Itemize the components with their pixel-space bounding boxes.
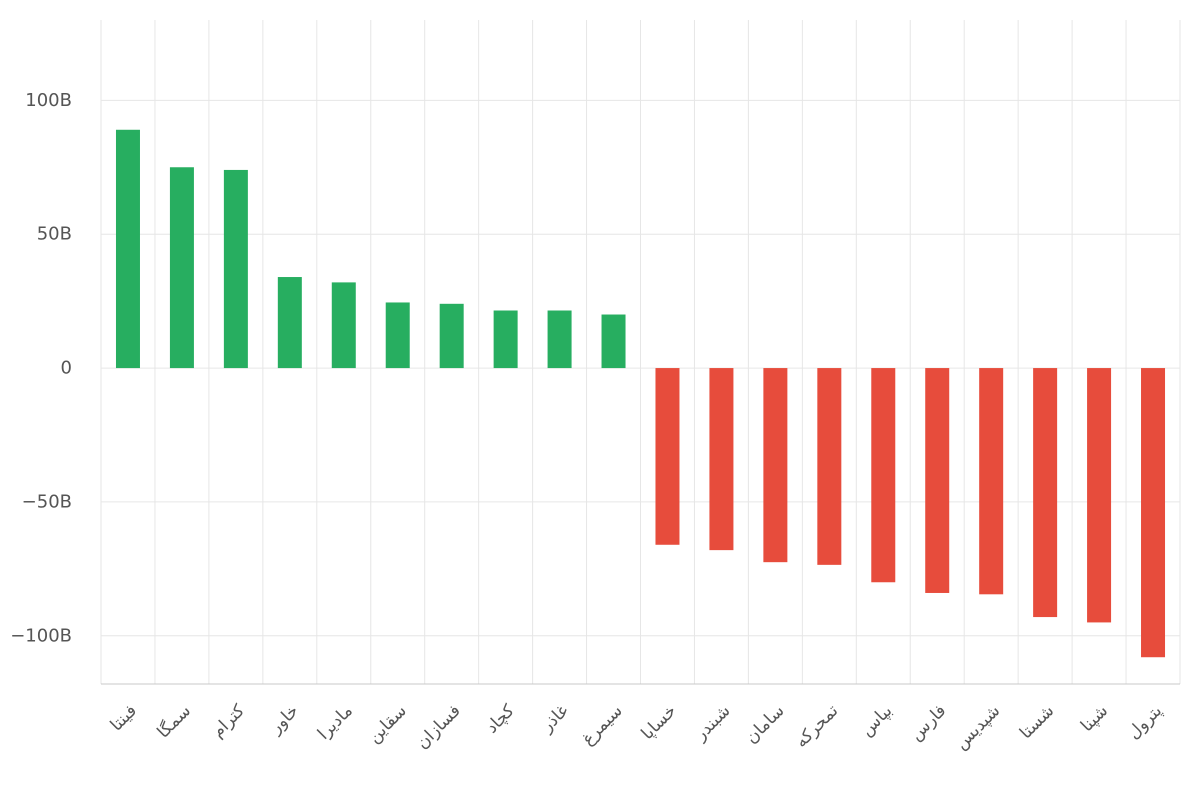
x-tick-label: مادیرا — [314, 701, 357, 744]
x-tick-label: خساپا — [638, 701, 681, 744]
bar — [817, 368, 842, 565]
bars — [115, 129, 1166, 658]
bar — [763, 368, 788, 563]
x-tick-label: فینتا — [107, 701, 141, 735]
bar — [979, 368, 1004, 595]
y-tick-label: 0 — [61, 358, 72, 379]
bar — [385, 302, 410, 369]
x-tick-label: غاذر — [537, 701, 573, 737]
bar — [331, 282, 356, 369]
x-tick-label: سامان — [742, 701, 789, 748]
bar — [871, 368, 896, 583]
bar — [439, 303, 464, 369]
y-tick-label: 50B — [37, 224, 72, 245]
bar — [1087, 368, 1112, 623]
x-tick-label: شپدیس — [951, 701, 1004, 754]
y-axis-ticks: 100B 50B 0 −50B −100B — [10, 90, 72, 646]
x-axis-ticks: فینتا سمگا کترام خاور مادیرا سقاین فسازان کچاد غ… — [107, 700, 1167, 754]
bar — [655, 368, 680, 545]
y-tick-label: −100B — [10, 625, 72, 646]
y-tick-label: 100B — [25, 90, 72, 111]
bar — [1141, 368, 1166, 658]
x-tick-label: بپاس — [857, 701, 896, 740]
bar — [223, 169, 248, 369]
x-tick-label: شستا — [1016, 701, 1058, 743]
bar — [115, 129, 140, 369]
x-tick-label: کترام — [208, 700, 250, 742]
bar — [925, 368, 950, 593]
bar — [277, 277, 302, 369]
x-tick-label: فسازان — [412, 701, 464, 753]
x-tick-label: خاور — [265, 701, 303, 739]
x-tick-label: شپنا — [1077, 701, 1112, 736]
y-tick-label: −50B — [22, 491, 72, 512]
bar — [547, 310, 572, 369]
bar — [169, 167, 194, 369]
x-tick-label: تمحرکه — [791, 701, 842, 752]
x-tick-label: پترول — [1124, 701, 1166, 743]
bar — [1033, 368, 1058, 618]
x-tick-label: شبندر — [690, 701, 734, 745]
x-tick-label: سقاین — [364, 701, 410, 747]
x-tick-label: کچاد — [482, 700, 519, 737]
x-tick-label: سیمرغ — [578, 701, 627, 750]
x-tick-label: سمگا — [153, 700, 195, 742]
bar — [601, 314, 626, 369]
bar — [709, 368, 734, 551]
bar — [493, 310, 518, 369]
x-tick-label: فارس — [906, 701, 950, 745]
vertical-gridlines — [100, 20, 1181, 684]
